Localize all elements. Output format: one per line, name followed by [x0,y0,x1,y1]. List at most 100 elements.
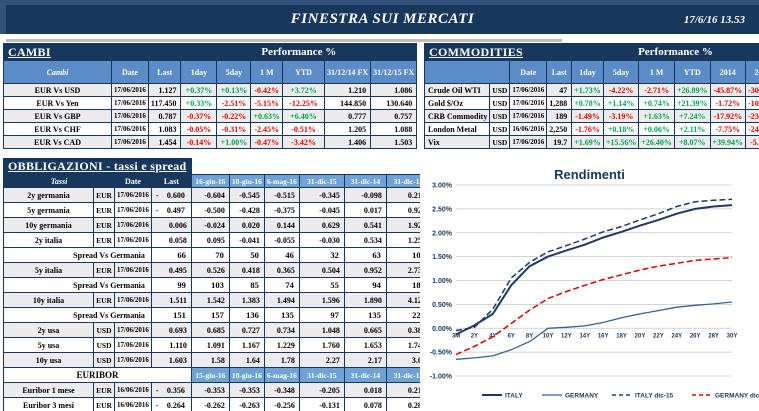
rendimenti-chart: Rendimenti 3.00% 2.50% 2.00% 1.50% 1.00% 0.50… [420,155,759,411]
spread-value: 103 [190,277,230,293]
historical-value: 1.64 [228,352,265,368]
historical-value: -0.131 [298,397,345,411]
historical-value: -0.428 [228,202,265,218]
perf-value: +7.24% [673,109,711,123]
perf-value: +0.13% [216,83,252,97]
commodity-name: London Metal [423,122,491,136]
historical-value: -0.348 [263,382,300,398]
y-axis-label: 2.50% [432,206,453,213]
commodity-row: CRB Commodity USD 17/06/2016 189 -1.49% -3.19… [423,109,759,123]
last-value: 1,288 [546,96,573,110]
value: 0.264 [166,400,185,410]
chart-title: Rendimenti [554,167,625,182]
last-value: 117.450 [147,96,182,110]
last-value: 0.787 [147,109,182,123]
series-germany [455,301,733,360]
last-value: -0.356 [150,382,192,398]
perf-value: +1.69% [571,135,604,149]
historical-value: 3.03 [385,352,431,368]
commodity-row: Vix USD 17/06/2016 19.7 +1.69% +15.56% +26.40%… [423,135,759,149]
perf-value: -24.40% [745,122,759,136]
quote-date: 17/06/2016 [114,292,152,308]
cambi-col-header: 1day [180,60,218,84]
obbligazioni-panel: OBBLIGAZIONI - tassi e spread Tassi Date La… [3,158,431,411]
historical-value: -0.256 [263,397,300,411]
last-value: 0.495 [150,262,192,278]
cambi-section-title: CAMBI [2,43,182,61]
perf-value: -17.92% [709,109,747,123]
spread-value: 70 [190,247,230,263]
historical-value: 2.27 [298,352,345,368]
perf-value: +15.56% [602,135,640,149]
historical-value: 1.929 [385,217,431,233]
historical-value: 1.760 [298,337,345,353]
y-axis-label: 1.00% [432,278,453,285]
fx-value: 1.205 [324,122,372,136]
spread-value: 46 [263,247,300,263]
euribor-date-header: 15-giu-16 [190,367,230,383]
fx-value: 0.777 [324,109,372,123]
currency: EUR [93,397,115,411]
spread-row: Spread Vs Germania 99 103 85 74 55 94 181 [3,277,431,293]
historical-value: 1.229 [263,337,300,353]
last-value: 0.006 [150,217,192,233]
perf-value: -0.42% [250,83,284,97]
commodity-row: Gold $/Oz USD 17/06/2016 1,288 +0.78% +1.14% +… [423,96,759,110]
commodities-section-title: COMMODITIES [423,43,573,61]
commodity-name: Vix [423,135,491,149]
last-value: 1.127 [147,83,182,97]
blank-area [191,158,431,175]
last-value: 1.454 [147,135,182,149]
spread-value: 32 [298,247,345,263]
currency: USD [489,109,511,123]
rate-row: 5y usa USD 17/06/2016 1.110 1.091 1.167 1.229 1… [3,337,431,353]
spread-value: 50 [228,247,265,263]
perf-value: +0.74% [638,96,675,110]
perf-value: -5.16% [745,135,759,149]
cambi-row: EUR Vs CAD 17/06/2016 1.454 -0.14% +1.00% -0.… [3,135,418,149]
spread-row: Spread Vs Germania 66 70 50 46 32 63 104 [3,247,431,263]
quote-date: 17/06/2016 [509,109,548,123]
pair-name: EUR Vs CAD [3,135,112,149]
historical-value: 0.418 [228,262,265,278]
perf-value: +0.37% [180,83,218,97]
y-axis-label: -1.00% [430,374,453,381]
historical-value: 0.365 [263,262,300,278]
y-axis-label: 0.50% [432,302,453,309]
historical-value: 1.58 [190,352,230,368]
spread-value: 94 [343,277,387,293]
historical-value: 0.216 [385,382,431,398]
euribor-date-header: 31-dic-14 [343,367,387,383]
obbligazioni-date-header: 6-mag-16 [263,174,300,188]
currency: USD [93,322,115,338]
pair-name: EUR Vs Yen [3,96,112,110]
quote-date: 16/06/2016 [114,382,152,398]
legend-label: ITALY [505,393,523,400]
x-axis-label: 28Y [708,333,719,339]
x-axis-label: 16Y [598,333,609,339]
currency: EUR [93,187,115,203]
commodities-col-header: 1 M [638,60,675,84]
perf-value: +0.33% [180,96,218,110]
quote-date: 17/06/2016 [509,83,548,97]
rate-row: Euribor 1 mese EUR 16/06/2016-0.356 -0.353-… [3,382,431,398]
historical-value: 0.144 [263,217,300,233]
last-value: 0.058 [150,232,192,248]
x-axis-label: 3M [452,333,460,339]
spread-value: 181 [385,277,431,293]
currency: EUR [93,382,115,398]
historical-value: 0.017 [343,202,387,218]
perf-value: -0.37% [180,109,218,123]
historical-value: 1.091 [190,337,230,353]
historical-value: 0.020 [228,217,265,233]
last-value: 2,250 [546,122,573,136]
euribor-date-header: 10-giu-16 [228,367,265,383]
rate-row: 10y germania EUR 17/06/2016 0.006 -0.024 0.02… [3,217,431,233]
cambi-row: EUR Vs USD 17/06/2016 1.127 +0.37% +0.13% -0.… [3,83,418,97]
rate-row: 10y italia EUR 17/06/2016 1.511 1.542 1.383 1.… [3,292,431,308]
historical-value: 1.890 [343,292,387,308]
commodities-col-header: YTD [673,60,711,84]
x-axis-label: 12Y [561,333,572,339]
perf-value: -30.47% [745,83,759,97]
obbligazioni-date-header: 31-dic-14 [343,174,387,188]
